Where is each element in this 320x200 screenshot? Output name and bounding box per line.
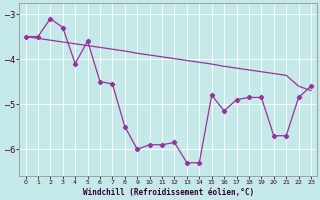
X-axis label: Windchill (Refroidissement éolien,°C): Windchill (Refroidissement éolien,°C)	[83, 188, 254, 197]
